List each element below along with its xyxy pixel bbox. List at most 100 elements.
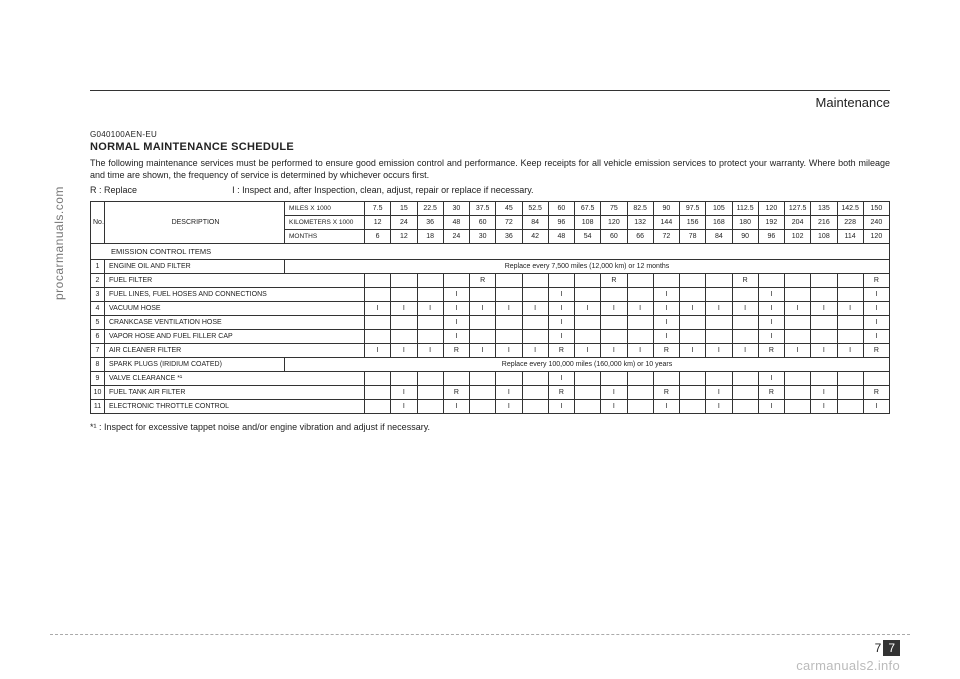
- row-cell: [365, 316, 391, 330]
- interval-value: 228: [837, 216, 863, 230]
- row-cell: I: [522, 302, 548, 316]
- row-cell: [470, 288, 496, 302]
- row-cell: [653, 274, 679, 288]
- row-cell: [680, 274, 706, 288]
- row-cell: [680, 330, 706, 344]
- row-cell: I: [443, 302, 469, 316]
- row-cell: [522, 400, 548, 414]
- row-cell: I: [811, 400, 837, 414]
- row-cell: R: [863, 386, 889, 400]
- row-cell: I: [785, 302, 811, 316]
- row-cell: I: [391, 344, 417, 358]
- row-number: 1: [91, 260, 105, 274]
- interval-value: 60: [601, 230, 627, 244]
- row-cell: [680, 288, 706, 302]
- row-cell: I: [758, 400, 784, 414]
- interval-value: 96: [548, 216, 574, 230]
- row-cell: [417, 400, 443, 414]
- row-cell: [470, 372, 496, 386]
- interval-value: 127.5: [785, 202, 811, 216]
- interval-value: 24: [391, 216, 417, 230]
- row-cell: [706, 316, 732, 330]
- row-cell: [522, 274, 548, 288]
- row-cell: [601, 288, 627, 302]
- row-cell: R: [863, 274, 889, 288]
- interval-value: 12: [365, 216, 391, 230]
- row-cell: [522, 316, 548, 330]
- row-cell: I: [443, 288, 469, 302]
- row-cell: I: [811, 386, 837, 400]
- interval-value: 84: [706, 230, 732, 244]
- row-cell: [470, 386, 496, 400]
- header-description: DESCRIPTION: [105, 202, 285, 244]
- row-cell: [522, 330, 548, 344]
- row-cell: [653, 372, 679, 386]
- row-cell: [837, 372, 863, 386]
- interval-value: 12: [391, 230, 417, 244]
- interval-label: KILOMETERS X 1000: [285, 216, 365, 230]
- row-cell: I: [863, 400, 889, 414]
- row-cell: I: [391, 400, 417, 414]
- row-cell: I: [837, 344, 863, 358]
- row-cell: [627, 400, 653, 414]
- side-watermark: procarmanuals.com: [52, 186, 66, 300]
- row-description: FUEL LINES, FUEL HOSES AND CONNECTIONS: [105, 288, 365, 302]
- interval-value: 54: [575, 230, 601, 244]
- row-cell: I: [863, 316, 889, 330]
- interval-value: 90: [732, 230, 758, 244]
- row-cell: I: [496, 400, 522, 414]
- interval-value: 60: [470, 216, 496, 230]
- row-cell: [601, 330, 627, 344]
- row-cell: R: [548, 344, 574, 358]
- row-cell: [627, 330, 653, 344]
- row-cell: I: [863, 330, 889, 344]
- row-cell: [680, 400, 706, 414]
- row-cell: [417, 316, 443, 330]
- interval-value: 6: [365, 230, 391, 244]
- row-description: FUEL TANK AIR FILTER: [105, 386, 365, 400]
- interval-value: 52.5: [522, 202, 548, 216]
- row-number: 11: [91, 400, 105, 414]
- interval-value: 18: [417, 230, 443, 244]
- row-cell: I: [601, 386, 627, 400]
- row-cell: [391, 330, 417, 344]
- interval-value: 156: [680, 216, 706, 230]
- interval-value: 105: [706, 202, 732, 216]
- interval-value: 82.5: [627, 202, 653, 216]
- row-number: 5: [91, 316, 105, 330]
- row-cell: [365, 330, 391, 344]
- row-cell: I: [680, 302, 706, 316]
- row-cell: I: [732, 302, 758, 316]
- interval-value: 75: [601, 202, 627, 216]
- page-title: NORMAL MAINTENANCE SCHEDULE: [90, 141, 890, 153]
- row-cell: [680, 386, 706, 400]
- row-cell: I: [863, 302, 889, 316]
- row-cell: I: [365, 302, 391, 316]
- row-cell: I: [365, 344, 391, 358]
- row-cell: [365, 400, 391, 414]
- row-cell: [522, 372, 548, 386]
- interval-value: 84: [522, 216, 548, 230]
- row-cell: I: [758, 302, 784, 316]
- row-span-note: Replace every 100,000 miles (160,000 km)…: [285, 358, 890, 372]
- row-cell: [575, 386, 601, 400]
- row-cell: [417, 330, 443, 344]
- row-cell: [732, 372, 758, 386]
- interval-value: 180: [732, 216, 758, 230]
- row-cell: [811, 288, 837, 302]
- row-cell: I: [391, 386, 417, 400]
- row-cell: I: [811, 344, 837, 358]
- row-cell: I: [443, 316, 469, 330]
- row-cell: I: [575, 302, 601, 316]
- header-no: No.: [91, 202, 105, 244]
- interval-value: 132: [627, 216, 653, 230]
- row-cell: I: [575, 344, 601, 358]
- interval-value: 142.5: [837, 202, 863, 216]
- row-cell: I: [706, 400, 732, 414]
- intro-paragraph: The following maintenance services must …: [90, 157, 890, 181]
- row-cell: I: [627, 344, 653, 358]
- interval-value: 45: [496, 202, 522, 216]
- row-cell: I: [758, 330, 784, 344]
- row-cell: I: [601, 344, 627, 358]
- row-cell: I: [601, 400, 627, 414]
